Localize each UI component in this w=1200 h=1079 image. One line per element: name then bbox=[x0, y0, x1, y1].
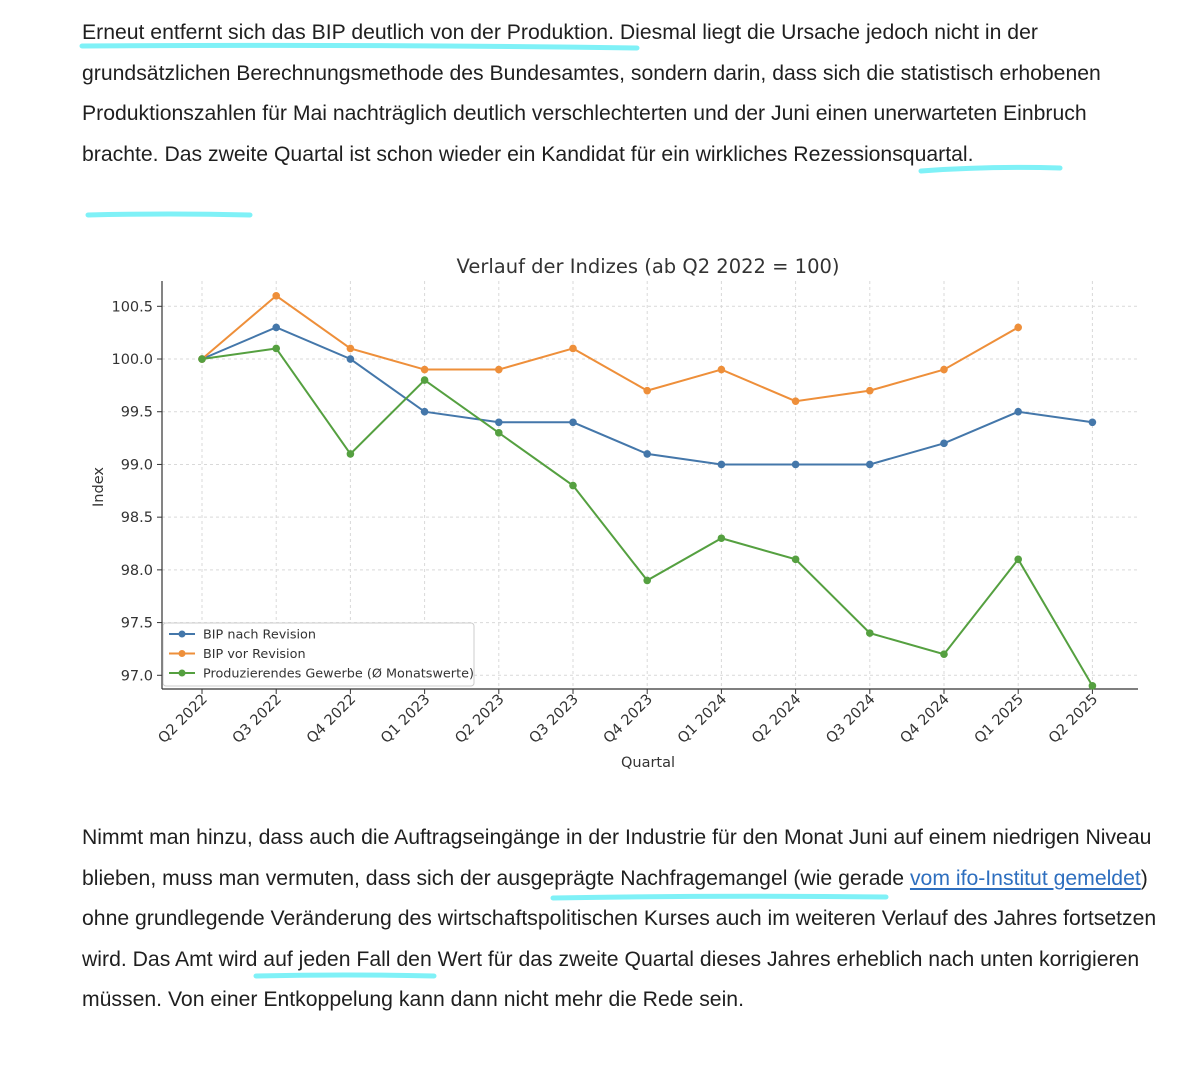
x-tick-label: Q4 2024 bbox=[898, 692, 953, 747]
x-tick-label: Q2 2022 bbox=[156, 692, 211, 747]
data-point bbox=[1014, 323, 1022, 332]
highlight-stroke bbox=[253, 893, 889, 979]
text-segment: Diesmal liegt die Ursache jedoch nicht i… bbox=[82, 21, 1101, 166]
chart-title: Verlauf der Indizes (ab Q2 2022 = 100) bbox=[457, 255, 840, 278]
data-point bbox=[272, 291, 281, 300]
data-point bbox=[791, 460, 800, 469]
text-segment: . bbox=[967, 142, 974, 166]
data-point bbox=[940, 439, 948, 448]
legend-label: BIP nach Revision bbox=[203, 628, 316, 643]
legend: BIP nach Revision BIP vor Revision Produzi… bbox=[162, 622, 475, 687]
data-point bbox=[643, 576, 651, 585]
data-point bbox=[866, 460, 874, 469]
y-axis-label: Index bbox=[91, 467, 107, 507]
paragraph-conclusion: Nimmt man hinzu, dass auch die Auftragse… bbox=[82, 818, 1157, 1021]
legend-label: Produzierendes Gewerbe (Ø Monatswerte) bbox=[203, 667, 474, 682]
highlight-bip-production: Erneut entfernt sich das BIP deutlich vo… bbox=[82, 21, 614, 44]
legend-label: BIP vor Revision bbox=[203, 647, 306, 662]
highlight-continue: fortsetzen wird. bbox=[82, 907, 1157, 971]
data-point bbox=[791, 397, 800, 405]
data-point bbox=[569, 344, 577, 353]
data-point bbox=[1014, 555, 1022, 564]
y-tick-label: 97.5 bbox=[121, 616, 153, 632]
data-point bbox=[1088, 418, 1097, 427]
data-point bbox=[717, 534, 726, 543]
data-point bbox=[198, 355, 206, 363]
data-point bbox=[866, 386, 874, 395]
legend-marker bbox=[178, 650, 186, 657]
data-point bbox=[866, 629, 874, 637]
text-segment: (wie gerade bbox=[787, 866, 910, 890]
y-tick-label: 98.5 bbox=[121, 510, 153, 526]
y-tick-label: 100.0 bbox=[111, 352, 153, 368]
data-point bbox=[791, 555, 800, 564]
data-point bbox=[346, 344, 355, 353]
legend-marker bbox=[178, 669, 186, 677]
highlight-demand-shortage: der ausgeprägte Nachfragemangel bbox=[460, 866, 788, 890]
data-point bbox=[346, 355, 355, 363]
data-point bbox=[643, 450, 651, 458]
data-point bbox=[940, 365, 948, 374]
data-point bbox=[569, 481, 577, 490]
highlight-recession-quarter: ein wirkliches Rezessionsquartal bbox=[661, 142, 968, 166]
highlight-stroke bbox=[79, 42, 1063, 218]
series-line-1 bbox=[201, 294, 1019, 403]
data-point bbox=[272, 344, 281, 353]
x-axis-label: Quartal bbox=[621, 755, 675, 771]
y-tick-label: 99.0 bbox=[121, 457, 153, 473]
data-point bbox=[420, 407, 429, 416]
x-tick-label: Q4 2022 bbox=[304, 692, 359, 747]
text-segment: ) ohne grundlegende Veränderung des wirt… bbox=[82, 866, 1148, 931]
data-point bbox=[717, 365, 726, 374]
data-point bbox=[495, 429, 503, 437]
y-tick-label: 100.5 bbox=[111, 299, 153, 315]
x-tick-label: Q1 2025 bbox=[972, 692, 1027, 747]
text-segment: Das Amt wird auf jeden Fall den Wert für… bbox=[82, 947, 1140, 1012]
line-chart: 97.0 97.5 98.0 98.5 99.0 99.5 100.0 100.5 Q2 202… bbox=[91, 255, 1138, 771]
data-point bbox=[569, 418, 577, 427]
text-segment: Nimmt man hinzu, dass auch die Auftragse… bbox=[82, 826, 1152, 890]
data-point bbox=[272, 323, 281, 332]
data-point bbox=[940, 650, 948, 659]
ifo-institute-link[interactable]: vom ifo-Institut gemeldet bbox=[909, 866, 1141, 890]
x-tick-label: Q2 2023 bbox=[452, 692, 507, 747]
x-tick-label: Q3 2022 bbox=[230, 692, 285, 747]
data-point bbox=[717, 460, 726, 469]
x-tick-label: Q1 2023 bbox=[378, 692, 433, 747]
x-tick-label: Q2 2025 bbox=[1046, 692, 1101, 747]
data-point bbox=[346, 450, 355, 458]
data-point bbox=[1014, 407, 1022, 416]
data-point bbox=[495, 365, 503, 374]
x-tick-label: Q4 2023 bbox=[601, 692, 656, 747]
x-tick-label: Q1 2024 bbox=[675, 692, 730, 747]
data-point bbox=[420, 365, 429, 374]
data-point bbox=[643, 386, 651, 395]
y-tick-label: 99.5 bbox=[121, 405, 153, 421]
legend-box bbox=[162, 622, 475, 687]
data-point bbox=[495, 418, 503, 427]
x-tick-label: Q3 2023 bbox=[527, 692, 582, 747]
x-tick-label: Q2 2024 bbox=[749, 692, 804, 747]
x-tick-label: Q3 2024 bbox=[823, 692, 878, 747]
legend-marker bbox=[178, 630, 186, 638]
data-point bbox=[1088, 682, 1097, 690]
y-tick-label: 98.0 bbox=[121, 563, 153, 579]
paragraph-intro: Erneut entfernt sich das BIP deutlich vo… bbox=[82, 13, 1157, 175]
y-tick-label: 97.0 bbox=[121, 668, 153, 684]
data-point bbox=[420, 376, 429, 384]
